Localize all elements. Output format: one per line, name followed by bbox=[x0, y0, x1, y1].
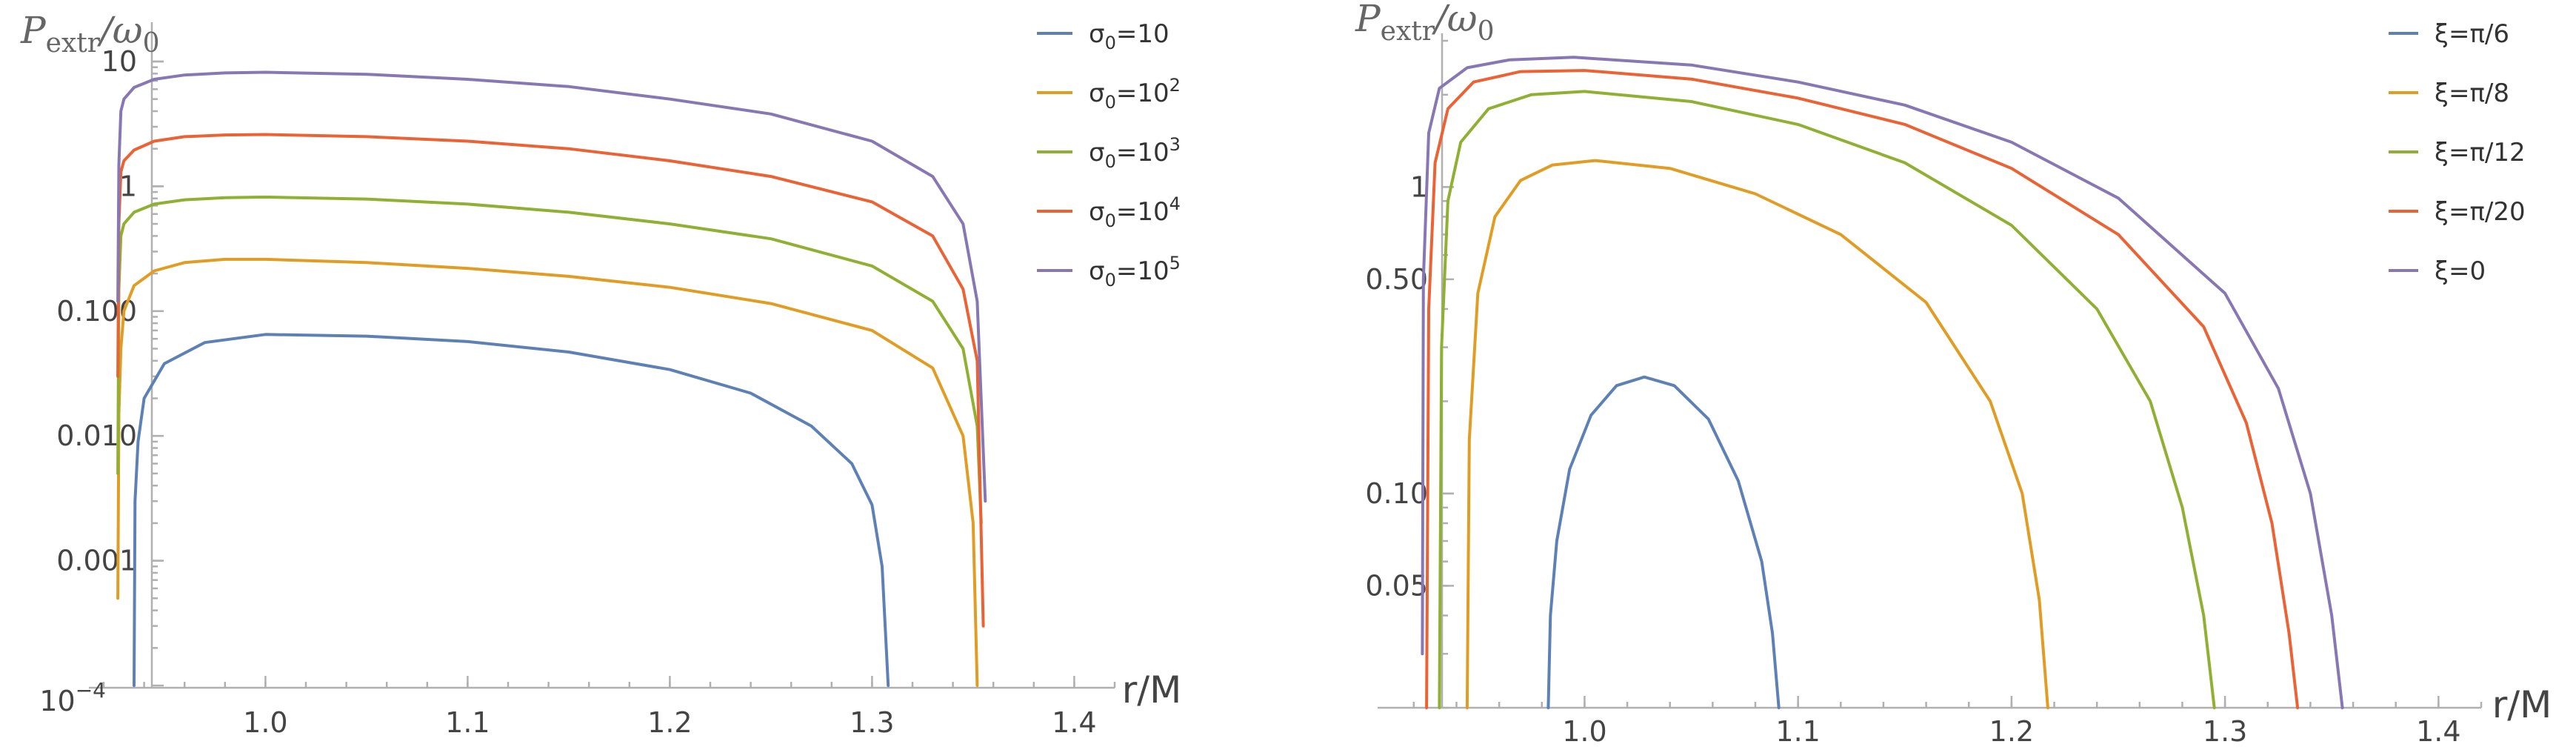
series-line-2 bbox=[116, 257, 979, 687]
x-tick-label: 1.2 bbox=[647, 706, 692, 739]
y-tick-label: 0.50 bbox=[1365, 263, 1428, 296]
y-tick-label: 10 bbox=[101, 45, 137, 78]
y-tick-label: 0.05 bbox=[1365, 569, 1428, 602]
series-line-5 bbox=[116, 70, 987, 503]
y-tick-label: 0.010 bbox=[56, 419, 137, 452]
series-line-3 bbox=[1438, 90, 2216, 709]
series-line-4 bbox=[1425, 69, 2300, 709]
legend-entry: σ0=102 bbox=[1089, 75, 1181, 113]
series-line-5 bbox=[1421, 56, 2344, 709]
chart-left: 1.0 1.1 1.2 1.3 1.41010.1000.0100.00110−4Pex… bbox=[20, 9, 1181, 739]
x-axis-label: r/M bbox=[1122, 668, 1182, 711]
x-axis-label: r/M bbox=[2492, 683, 2552, 726]
series-line-3 bbox=[116, 195, 983, 525]
y-axis-label: Pextr/ω0 bbox=[20, 9, 159, 59]
legend-entry: ξ=π/20 bbox=[2435, 197, 2526, 227]
legend-entry: ξ=π/6 bbox=[2435, 19, 2509, 49]
y-tick-label: 0.10 bbox=[1365, 477, 1428, 510]
x-tick-label: 1.4 bbox=[2416, 715, 2460, 748]
x-tick-label: 1.0 bbox=[243, 706, 287, 739]
x-tick-label: 1.2 bbox=[1989, 715, 2034, 748]
x-tick-label: 1.3 bbox=[850, 706, 894, 739]
legend-entry: ξ=0 bbox=[2435, 256, 2486, 286]
legend-entry: σ0=10 bbox=[1089, 19, 1169, 53]
series-line-4 bbox=[116, 133, 985, 628]
x-tick-label: 1.0 bbox=[1562, 715, 1606, 748]
y-axis-label: Pextr/ω0 bbox=[1355, 0, 1494, 47]
y-tick-label-bottom: 10−4 bbox=[39, 678, 106, 717]
legend-entry: ξ=π/8 bbox=[2435, 79, 2509, 108]
x-tick-label: 1.4 bbox=[1052, 706, 1096, 739]
series-line-1 bbox=[1546, 375, 1781, 709]
legend-entry: σ0=104 bbox=[1089, 193, 1181, 231]
x-tick-label: 1.1 bbox=[1775, 715, 1820, 748]
series-line-1 bbox=[133, 333, 890, 687]
legend-entry: σ0=103 bbox=[1089, 134, 1181, 172]
series-line-2 bbox=[1465, 159, 2049, 709]
chart-right: 1.0 1.1 1.2 1.3 1.410.500.100.05Pextr/ω0r/Mξ… bbox=[1355, 0, 2552, 748]
legend-entry: σ0=105 bbox=[1089, 253, 1181, 291]
x-tick-label: 1.3 bbox=[2203, 715, 2247, 748]
y-tick-label: 0.001 bbox=[56, 545, 137, 577]
x-tick-label: 1.1 bbox=[445, 706, 490, 739]
legend-entry: ξ=π/12 bbox=[2435, 138, 2526, 167]
